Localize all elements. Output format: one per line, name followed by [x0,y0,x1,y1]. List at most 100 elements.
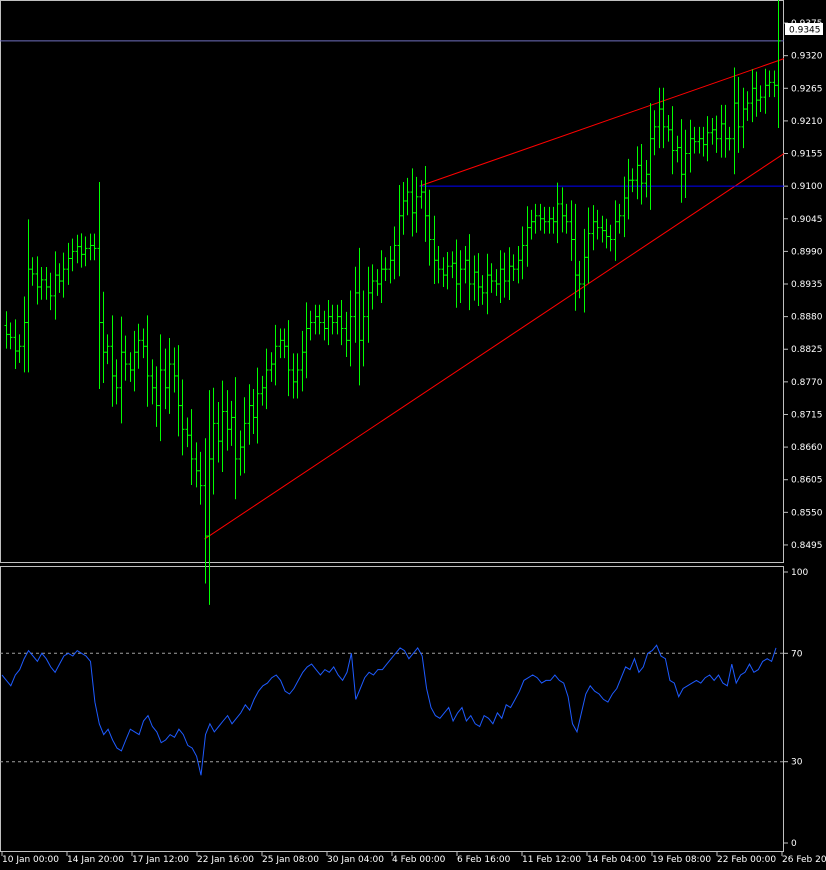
price-bar [758,85,763,113]
price-bar [154,366,159,427]
time-tick-label: 25 Jan 08:00 [262,855,319,865]
time-tick-label: 11 Feb 12:00 [522,855,581,865]
price-bar [264,348,269,410]
price-bar [207,390,212,605]
price-bar [194,442,199,488]
price-bar [683,129,688,199]
price-bar [203,438,208,584]
price-bar [313,304,318,335]
price-bar [630,168,635,193]
price-panel-frame [0,0,784,563]
price-bar [322,310,327,341]
price-bar [692,126,697,154]
price-bar [167,337,172,414]
price-bar [480,275,485,305]
price-bar [61,252,66,298]
price-bar [8,322,13,350]
price-bar [269,352,274,382]
price-bar [476,253,481,306]
price-bar [591,205,596,251]
price-bar [595,209,600,240]
rsi-panel-frame [0,566,784,852]
price-bar [145,315,150,407]
price-bar [13,319,18,370]
price-bar [533,203,538,234]
price-tick-label: 0.9155 [791,150,823,160]
price-bar [489,263,494,293]
price-bar [511,254,516,282]
price-bar [414,176,419,233]
price-bar [750,69,755,123]
rsi-tick-label: 0 [791,839,797,849]
price-bar [542,206,547,234]
rsi-panel: 100 70 30 0 [0,568,808,849]
price-bar [44,267,49,300]
price-bar [132,330,137,392]
price-bar [405,177,410,216]
time-tick-label: 4 Feb 00:00 [392,855,446,865]
price-tick-label: 0.9045 [791,215,823,225]
current-price-marker: 0.9345 [785,23,823,36]
price-bar [392,226,397,280]
price-bar [577,260,582,299]
price-bar [158,334,163,442]
price-bar [573,203,578,311]
price-tick-label: 0.8660 [791,443,823,453]
time-tick-label: 14 Feb 04:00 [587,855,646,865]
price-bar [39,267,44,300]
price-tick-label: 0.8605 [791,476,823,486]
price-bar [141,328,146,359]
price-bar [498,250,503,303]
price-bar [754,71,759,117]
price-bar [291,353,296,399]
price-bar [53,251,58,320]
price-bar [308,310,313,341]
price-bar [17,334,22,363]
price-bar [229,400,234,446]
rsi-line [1,644,777,776]
price-bar [278,328,283,359]
price-bar [273,324,278,386]
price-bar [22,296,27,373]
price-bar [736,77,741,153]
current-price-label-box [785,23,823,35]
price-bar [48,272,53,311]
price-bar [529,209,534,240]
price-bar [397,184,402,277]
price-bar [185,417,190,448]
time-tick-label: 22 Feb 00:00 [717,855,776,865]
price-bar [123,335,128,381]
price-bars [4,0,781,605]
price-bar [582,228,587,313]
price-bar [472,255,477,301]
price-bar [732,67,737,175]
time-axis: 10 Jan 00:00 14 Jan 20:00 17 Jan 12:00 22 J… [1,852,826,865]
price-bar [4,311,9,349]
price-bar [419,180,424,209]
price-bar [379,250,384,303]
price-bar [560,187,565,233]
price-bar [79,233,84,268]
price-bar [639,144,644,205]
price-bar [463,246,468,284]
price-bar [432,215,437,284]
price-bar [401,181,406,235]
time-tick-label: 19 Feb 08:00 [652,855,711,865]
price-bar [383,257,388,282]
price-bar [242,397,247,474]
price-bar [92,233,97,261]
price-bar [675,135,680,163]
price-bar [225,390,230,451]
price-tick-label: 0.8550 [791,508,823,518]
price-bar [286,320,291,397]
price-bar [622,176,627,238]
time-tick-label: 26 Feb 20:00 [782,855,826,865]
price-tick-label: 0.8825 [791,345,823,355]
price-bar [344,311,349,357]
price-bar [644,160,649,198]
price-bar [26,219,31,373]
price-bar [745,91,750,121]
price-bar [710,117,715,145]
price-bar [410,168,415,237]
price-bar [282,328,287,359]
